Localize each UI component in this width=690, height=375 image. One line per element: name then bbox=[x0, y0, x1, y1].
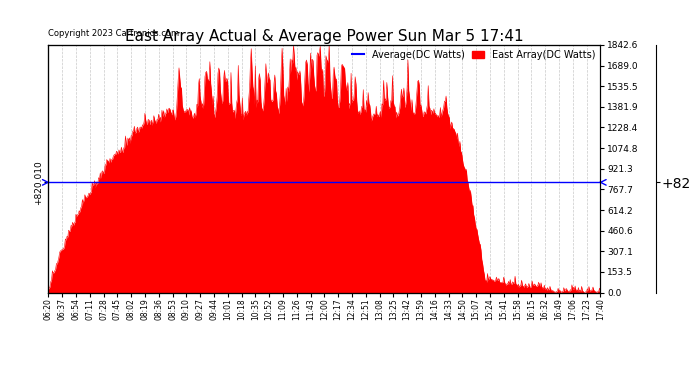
Title: East Array Actual & Average Power Sun Mar 5 17:41: East Array Actual & Average Power Sun Ma… bbox=[125, 29, 524, 44]
Legend: Average(DC Watts), East Array(DC Watts): Average(DC Watts), East Array(DC Watts) bbox=[353, 50, 595, 60]
Text: Copyright 2023 Cartronics.com: Copyright 2023 Cartronics.com bbox=[48, 28, 179, 38]
